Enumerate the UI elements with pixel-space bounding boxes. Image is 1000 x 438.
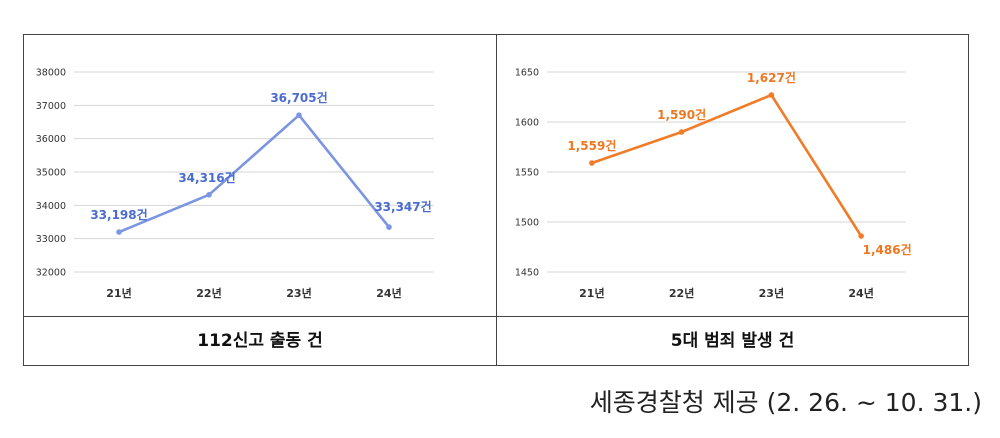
data-point <box>589 160 595 166</box>
line-chart-major-crimes: 1450 1500 1550 1600 1650 21년 22년 23년 24년 1,559건 1,… <box>515 68 912 301</box>
chart-panel-major-crimes: 1450 1500 1550 1600 1650 21년 22년 23년 24년 1,559건 1,… <box>497 35 968 316</box>
data-point <box>116 229 122 235</box>
x-tick-label: 21년 <box>106 286 131 300</box>
data-label: 36,705건 <box>270 90 327 105</box>
x-tick-label: 24년 <box>376 286 401 300</box>
data-label: 33,347건 <box>374 199 431 214</box>
y-tick-label: 1500 <box>515 218 539 229</box>
data-point <box>768 92 775 98</box>
data-point <box>858 233 864 239</box>
y-tick-label: 1600 <box>515 118 539 129</box>
panel-divider <box>496 34 497 366</box>
data-label: 1,486건 <box>863 242 912 257</box>
y-tick-label: 33000 <box>36 234 66 245</box>
y-tick-label: 1550 <box>515 168 539 179</box>
y-tick-label: 38000 <box>36 68 66 79</box>
data-label: 1,590건 <box>657 107 706 122</box>
data-point <box>678 129 685 135</box>
source-credit: 세종경찰청 제공 (2. 26. ~ 10. 31.) <box>589 388 982 417</box>
series-line <box>591 93 863 237</box>
caption-separator <box>23 316 969 317</box>
data-point <box>296 112 302 118</box>
x-tick-label: 24년 <box>848 286 873 300</box>
data-label: 33,198건 <box>90 207 147 222</box>
x-tick-label: 21년 <box>579 286 604 300</box>
y-tick-label: 37000 <box>36 101 66 112</box>
data-label: 1,559건 <box>567 138 616 153</box>
x-tick-label: 23년 <box>286 286 311 300</box>
y-tick-label: 32000 <box>36 268 66 279</box>
y-tick-label: 1450 <box>515 268 539 279</box>
y-tick-label: 36000 <box>36 134 66 145</box>
caption-112-calls: 112신고 출동 건 <box>197 331 323 351</box>
x-tick-label: 23년 <box>759 286 784 300</box>
y-tick-label: 35000 <box>36 168 66 179</box>
caption-major-crimes: 5대 범죄 발생 건 <box>670 331 795 351</box>
x-tick-label: 22년 <box>196 286 221 300</box>
chart-panel-112-calls: 32000 33000 34000 35000 36000 37000 38000 21년 22… <box>24 35 496 316</box>
data-point <box>386 224 392 230</box>
data-label: 34,316건 <box>178 170 235 185</box>
series-line <box>118 113 391 234</box>
y-tick-label: 1650 <box>515 68 539 79</box>
line-chart-112-calls: 32000 33000 34000 35000 36000 37000 38000 21년 22… <box>36 68 434 300</box>
data-label: 1,627건 <box>747 70 796 85</box>
x-tick-label: 22년 <box>669 286 694 300</box>
y-tick-label: 34000 <box>36 201 66 212</box>
data-point <box>206 192 212 198</box>
